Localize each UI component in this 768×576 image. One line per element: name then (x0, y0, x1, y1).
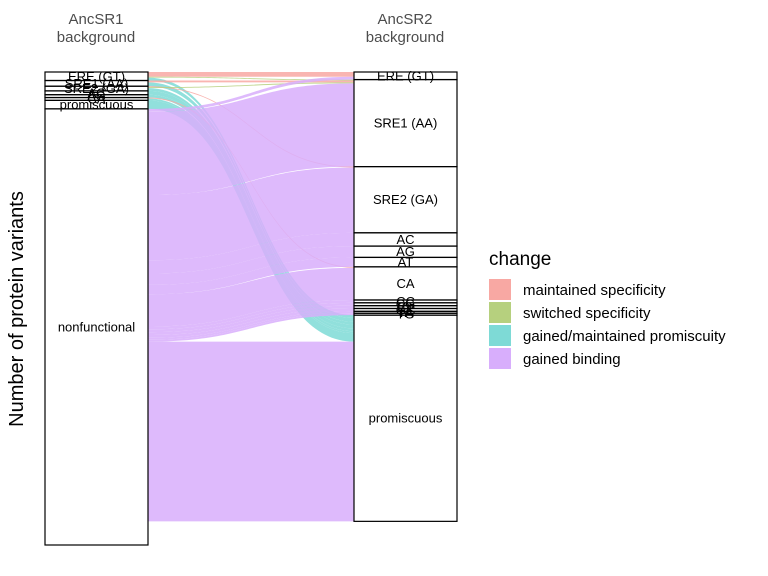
flow-nonfunctional-to-ct (148, 305, 354, 335)
flow-nonfunctional-to-ta (148, 311, 354, 340)
legend-label-maintained-specificity: maintained specificity (523, 282, 666, 299)
legend-label-switched-specificity: switched specificity (523, 305, 651, 322)
stratum-label-ancsr2-ca: CA (396, 276, 414, 291)
stratum-label-ancsr1-sre1-aa: SRE1 (AA) (65, 76, 129, 91)
flow-nonfunctional-to-gc (148, 308, 354, 338)
stratum-label-ancsr2-gc: GC (396, 302, 416, 317)
legend: change maintained specificity switched sp… (489, 249, 726, 369)
stratum-label-ancsr2-sre1-aa: SRE1 (AA) (374, 116, 438, 131)
legend-label-gained-binding: gained binding (523, 351, 621, 368)
stratum-label-ancsr2-cc: CC (396, 294, 415, 309)
flow-nonfunctional-to-cg (148, 302, 354, 333)
flow-nonfunctional-to-at (148, 257, 354, 295)
stratum-label-ancsr2-ta: TA (398, 305, 414, 320)
stratum-label-ancsr2-sre2-ga: SRE2 (GA) (373, 192, 438, 207)
flow-nonfunctional-to-cc (148, 299, 354, 330)
flow-nonfunctional-to-sre2-ga (148, 167, 354, 261)
stratum-label-ancsr2-ag: AG (396, 244, 415, 259)
axis-header-ancsr1: AncSR1 background (57, 11, 135, 46)
legend-label-gained-maintained-promiscuity: gained/maintained promiscuity (523, 328, 726, 345)
stratum-labels-layer: ERE (GT)SRE1 (AA)SRE2 (GA)ACAGCApromiscu… (58, 68, 443, 425)
stratum-ancsr1-nonfunctional (44, 108, 149, 546)
flow-nonfunctional-to-ere-gt (148, 76, 354, 112)
stratum-label-ancsr2-ac: AC (396, 232, 414, 247)
stratum-label-ancsr1-nonfunctional: nonfunctional (58, 319, 135, 334)
stratum-label-ancsr2-cg: CG (396, 297, 416, 312)
axis-header-ancsr2: AncSR2 background (366, 11, 444, 46)
stratum-label-ancsr1-promiscuous: promiscuous (60, 97, 134, 112)
legend-swatch-gained-binding (489, 348, 511, 369)
flow-nonfunctional-to-promiscuous (148, 341, 354, 522)
stratum-ancsr2-promiscuous (353, 314, 458, 522)
flow-nonfunctional-to-ca (148, 267, 354, 327)
flow-ere-gt-to-ere-gt (148, 72, 354, 77)
flow-sre2-ga-to-sre1-aa (148, 82, 354, 89)
flows-layer (148, 72, 354, 522)
stratum-label-ancsr1-ca: CA (87, 91, 105, 106)
stratum-label-ancsr2-ct: CT (397, 300, 414, 315)
stratum-label-ancsr2-promiscuous: promiscuous (369, 411, 443, 426)
stratum-label-ancsr2-ere-gt: ERE (GT) (377, 68, 434, 83)
flow-sre1-aa-to-sre1-aa (148, 80, 354, 83)
stratum-label-ancsr1-ac: AC (87, 85, 105, 100)
legend-swatch-gained-maintained-promiscuity (489, 325, 511, 346)
stratum-label-ancsr2-at: AT (398, 255, 414, 270)
flow-nonfunctional-to-ag (148, 246, 354, 285)
flow-nonfunctional-to-tg (148, 313, 354, 342)
stratum-label-ancsr1-ag: AG (87, 89, 106, 104)
legend-swatch-maintained-specificity (489, 279, 511, 300)
legend-title: change (489, 249, 551, 270)
legend-swatch-switched-specificity (489, 302, 511, 323)
y-axis-title: Number of protein variants (6, 191, 28, 427)
stratum-label-ancsr1-ere-gt: ERE (GT) (68, 69, 125, 84)
legend-items: maintained specificity switched specifici… (489, 279, 726, 369)
strata-layer (44, 71, 458, 546)
stratum-label-ancsr1-sre2-ga: SRE2 (GA) (64, 81, 129, 96)
flow-nonfunctional-to-ac (148, 232, 354, 274)
flow-ere-gt-to-sre1-aa (148, 76, 354, 81)
stratum-label-ancsr2-tg: TG (396, 307, 414, 322)
flow-nonfunctional-to-sre1-aa (148, 83, 354, 195)
